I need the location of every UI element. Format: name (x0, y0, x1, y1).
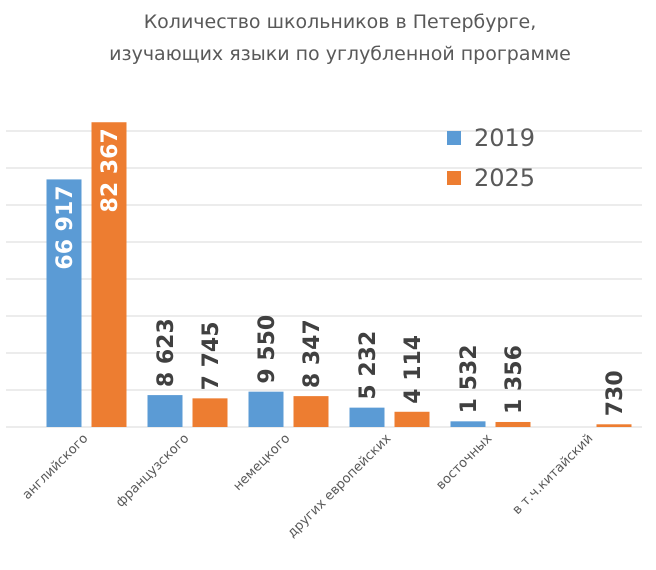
chart-subtitle: изучающих языки по углубленной программе (109, 43, 571, 65)
bar (192, 398, 228, 427)
bar (248, 391, 284, 427)
data-label: 4 114 (401, 335, 426, 404)
chart-title: Количество школьников в Петербурге, (144, 11, 537, 33)
bar (147, 395, 183, 427)
data-label: 1 532 (457, 344, 482, 413)
data-label: 730 (603, 370, 628, 416)
legend-swatch (447, 171, 461, 185)
legend-label: 2025 (474, 164, 535, 192)
bar (349, 407, 385, 427)
bar (596, 424, 632, 427)
data-label: 1 356 (502, 345, 527, 414)
bar (450, 421, 486, 427)
bar (46, 179, 82, 427)
data-label: 8 347 (300, 319, 325, 388)
data-label: 82 367 (98, 128, 123, 212)
bar (394, 411, 430, 427)
bar (495, 421, 531, 427)
bar (91, 122, 127, 428)
bar (293, 396, 329, 427)
data-label: 7 745 (199, 321, 224, 390)
data-label: 8 623 (154, 318, 179, 387)
data-label: 66 917 (53, 185, 78, 269)
data-label: 5 232 (356, 331, 381, 400)
legend-swatch (447, 131, 461, 145)
legend-label: 2019 (474, 124, 535, 152)
data-label: 9 550 (255, 315, 280, 384)
